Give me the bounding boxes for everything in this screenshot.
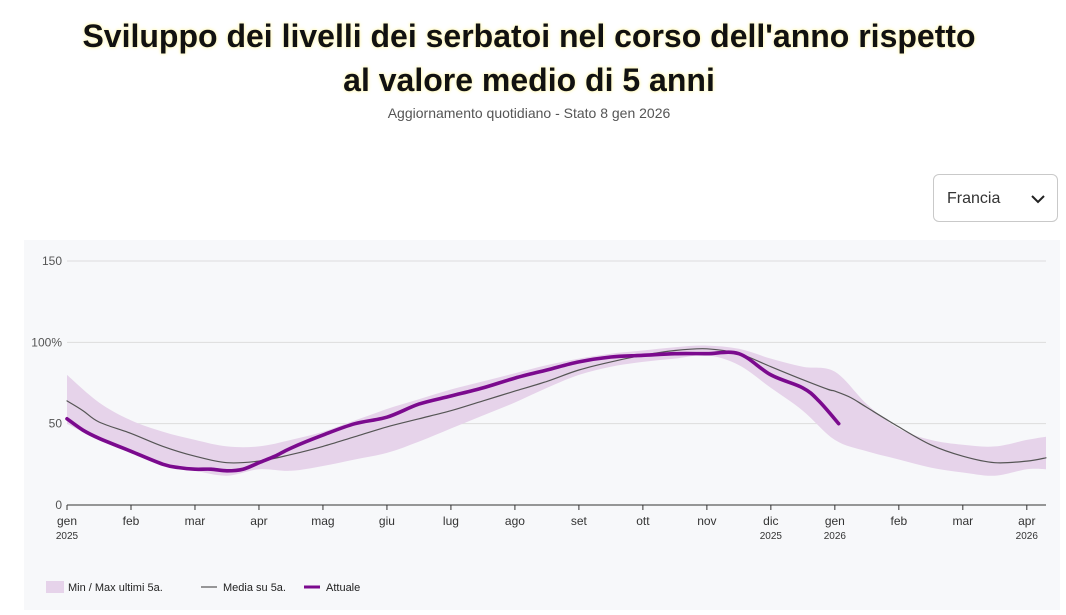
current-line [65, 350, 841, 473]
x-tick-label: gen [57, 514, 77, 528]
chevron-down-icon [1031, 195, 1045, 204]
title-line-1: Sviluppo dei livelli dei serbatoi nel co… [82, 18, 976, 54]
average-line [66, 348, 1047, 464]
x-tick-label: giu [379, 514, 395, 528]
x-tick-label: mar [952, 514, 973, 528]
x-tick-label: mag [311, 514, 334, 528]
x-tick-label: apr [250, 514, 267, 528]
axis-layer: 150 100% 50 0 gen 2025 feb mar apr mag giu lug ago se… [31, 254, 1038, 542]
grid-layer [67, 260, 1046, 506]
legend: Min / Max ultimi 5a. Media su 5a. Attuale [46, 581, 360, 594]
y-tick-label: 150 [42, 254, 62, 268]
x-tick-label: feb [890, 514, 907, 528]
band-layer [67, 345, 1046, 476]
x-tick-label: gen [825, 514, 845, 528]
x-tick-label: dic [763, 514, 778, 528]
legend-label: Min / Max ultimi 5a. [68, 582, 163, 594]
y-tick-label: 100% [31, 335, 62, 349]
title-line-2: al valore medio di 5 anni [343, 62, 715, 98]
x-tick-year-label: 2025 [760, 531, 783, 542]
legend-swatch-band [46, 581, 64, 593]
x-tick-label: nov [697, 514, 716, 528]
chart-panel: 150 100% 50 0 gen 2025 feb mar apr mag giu lug ago se… [24, 240, 1060, 610]
page-subtitle: Aggiornamento quotidiano - Stato 8 gen 2… [387, 105, 671, 121]
x-tick-label: lug [443, 514, 459, 528]
x-tick-label: apr [1018, 514, 1035, 528]
y-tick-label: 0 [55, 498, 62, 512]
x-tick-label: feb [123, 514, 140, 528]
line-layer [65, 348, 1047, 473]
x-tick-year-label: 2025 [56, 531, 79, 542]
legend-label: Media su 5a. [223, 582, 286, 594]
x-tick-label: ago [505, 514, 525, 528]
page-title: Sviluppo dei livelli dei serbatoi nel co… [0, 14, 1058, 102]
reservoir-chart: 150 100% 50 0 gen 2025 feb mar apr mag giu lug ago se… [31, 254, 1047, 594]
legend-label: Attuale [326, 582, 360, 594]
x-tick-label: ott [636, 514, 650, 528]
x-tick-year-label: 2026 [1016, 531, 1039, 542]
x-tick-label: mar [185, 514, 206, 528]
min-max-band [67, 345, 1046, 476]
x-tick-year-label: 2026 [824, 531, 847, 542]
country-select-value: Francia [947, 190, 1001, 207]
x-tick-label: set [571, 514, 588, 528]
y-tick-label: 50 [49, 417, 63, 431]
country-select[interactable]: Francia [933, 174, 1058, 222]
